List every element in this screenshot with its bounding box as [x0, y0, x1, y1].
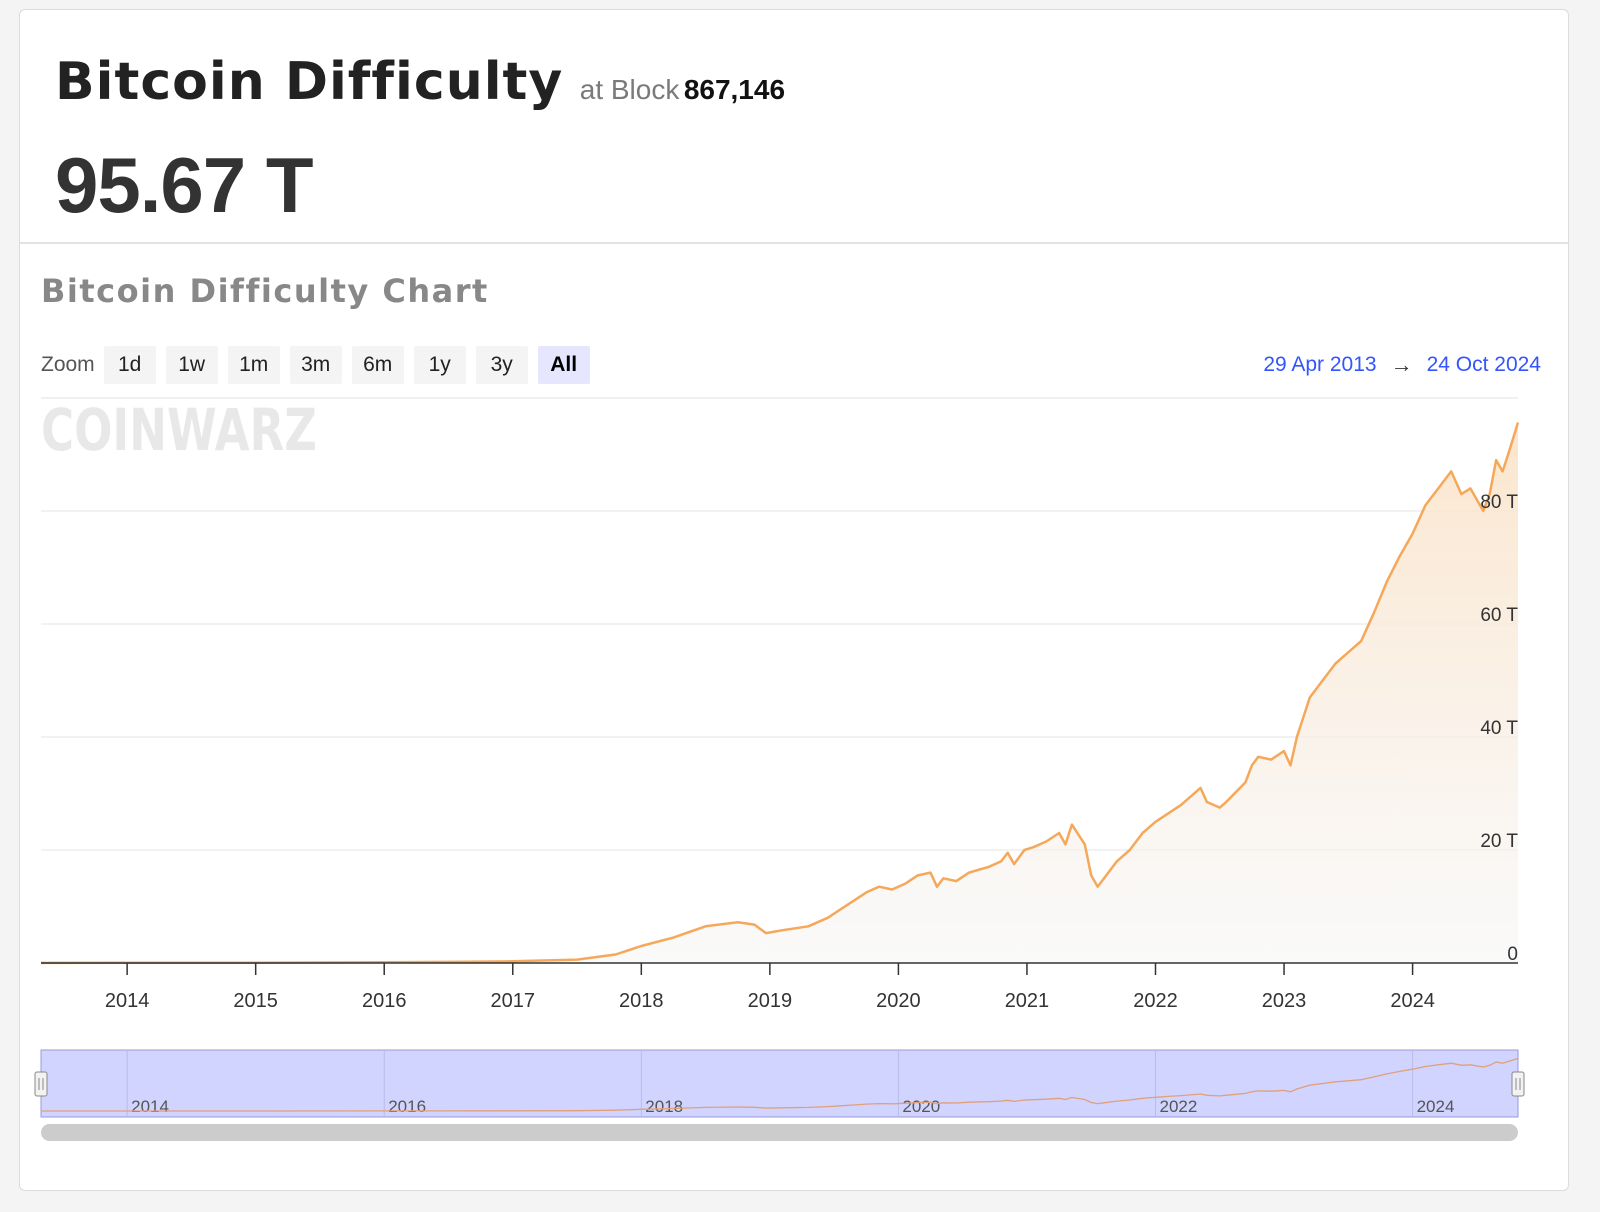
zoom-1y-button[interactable]: 1y — [413, 346, 466, 384]
difficulty-chart[interactable]: COINWARZ 0 20 T 40 T 60 T 80 T 2014 2015 2016 20… — [20, 10, 1568, 1190]
zoom-6m-button[interactable]: 6m — [351, 346, 404, 384]
x-tick-label: 2017 — [491, 990, 536, 1012]
zoom-1w-button[interactable]: 1w — [165, 346, 218, 384]
y-tick-label: 60 T — [1480, 605, 1518, 626]
page-title: Bitcoin Difficulty — [55, 52, 564, 112]
difficulty-value: 95.67 T — [55, 141, 314, 229]
range-to-date[interactable]: 24 Oct 2024 — [1426, 353, 1541, 376]
block-number[interactable]: 867,146 — [683, 74, 786, 105]
navigator-tick-label: 2024 — [1417, 1097, 1455, 1116]
navigator-right-handle[interactable] — [1511, 1071, 1525, 1097]
y-tick-label: 0 — [1507, 944, 1518, 965]
divider — [20, 242, 1568, 244]
x-tick-label: 2019 — [748, 990, 793, 1012]
navigator-line — [41, 1057, 1519, 1112]
navigator-left-handle[interactable] — [34, 1071, 48, 1097]
range-from-date[interactable]: 29 Apr 2013 — [1263, 353, 1377, 376]
x-tick-label: 2016 — [362, 990, 407, 1012]
zoom-3y-button[interactable]: 3y — [475, 346, 528, 384]
x-tick-label: 2018 — [619, 990, 664, 1012]
chart-title: Bitcoin Difficulty Chart — [41, 272, 489, 310]
zoom-1d-button[interactable]: 1d — [103, 346, 156, 384]
navigator-tick-label: 2022 — [1159, 1097, 1197, 1116]
x-tick-label: 2021 — [1005, 990, 1050, 1012]
navigator-tick-label: 2014 — [131, 1097, 169, 1116]
navigator-tick-label: 2020 — [902, 1097, 940, 1116]
x-tick-label: 2024 — [1390, 990, 1435, 1012]
zoom-all-button[interactable]: All — [537, 346, 590, 384]
header: Bitcoin Difficulty at Block 867,146 — [55, 52, 785, 112]
y-tick-label: 80 T — [1480, 492, 1518, 513]
navigator-scrollbar[interactable] — [41, 1124, 1518, 1141]
x-tick-label: 2015 — [233, 990, 278, 1012]
handle-body — [34, 1071, 48, 1097]
handle-body — [1511, 1071, 1525, 1097]
range-arrow-icon: → — [1390, 352, 1413, 377]
zoom-label: Zoom — [41, 353, 95, 376]
x-tick-label: 2022 — [1133, 990, 1178, 1012]
navigator-window — [40, 1049, 1519, 1118]
x-tick-label: 2014 — [105, 990, 150, 1012]
zoom-1m-button[interactable]: 1m — [227, 346, 280, 384]
y-tick-label: 40 T — [1480, 718, 1518, 739]
navigator-tick-label: 2018 — [645, 1097, 683, 1116]
zoom-controls: Zoom 1d 1w 1m 3m 6m 1y 3y All — [41, 345, 600, 385]
x-tick-label: 2020 — [876, 990, 921, 1012]
difficulty-line — [40, 422, 1520, 965]
difficulty-area — [41, 422, 1518, 963]
at-block-label: at Block — [579, 74, 680, 105]
y-tick-label: 20 T — [1480, 831, 1518, 852]
date-range: 29 Apr 2013 → 24 Oct 2024 — [1263, 352, 1541, 378]
zoom-3m-button[interactable]: 3m — [289, 346, 342, 384]
navigator-tick-label: 2016 — [388, 1097, 426, 1116]
x-tick-label: 2023 — [1262, 990, 1307, 1012]
difficulty-card: Bitcoin Difficulty at Block 867,146 95.6… — [19, 9, 1569, 1191]
watermark-logo: COINWARZ — [41, 396, 317, 464]
